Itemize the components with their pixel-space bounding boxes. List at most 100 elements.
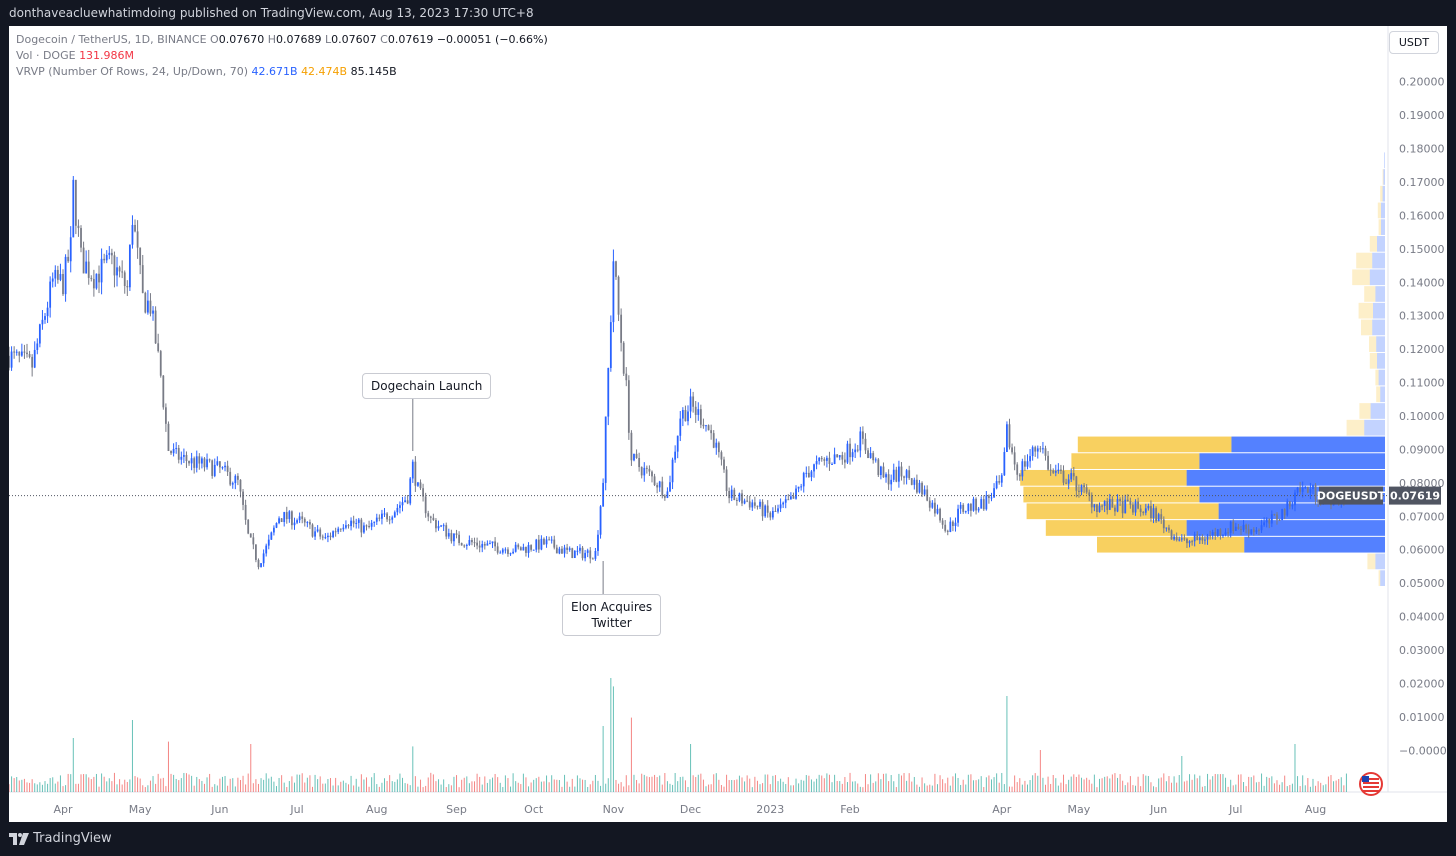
volume-bar [347,784,349,792]
candle-body [584,552,587,559]
candle-body [1250,529,1253,534]
candle-body [357,519,360,523]
volume-bar [126,781,128,792]
volume-bar [823,778,825,792]
candle-body [77,225,80,229]
candle-body [309,522,311,525]
candle-body [329,535,332,538]
volume-bar [674,773,676,792]
volume-bar [582,779,584,792]
candle-body [460,543,463,546]
candle-body [239,479,242,492]
volume-bar [551,775,553,792]
volume-bar [306,777,308,792]
volume-label[interactable]: Vol · DOGE [16,49,76,62]
candle-body [944,524,947,531]
volume-bar [1207,773,1209,792]
candle-body [1224,532,1227,535]
volume-bar [1137,776,1139,792]
candle-body [563,547,566,554]
volume-bar [49,778,51,792]
volume-bar [535,778,537,792]
volume-bar [474,781,476,792]
tradingview-brand: TradingView [33,831,112,846]
volume-bar [1024,780,1026,792]
volume-profile-down-bar [1367,553,1376,570]
currency-button[interactable]: USDT [1389,31,1439,54]
volume-bar [481,784,483,792]
candle-body [638,458,641,468]
volume-bar [947,777,949,792]
volume-bar [618,783,620,792]
volume-bar [255,779,257,792]
candle-body [890,479,893,485]
candle-body [535,539,538,550]
volume-bar [808,775,810,792]
candle-body [429,516,432,518]
volume-bar [1340,777,1342,792]
symbol-title[interactable]: Dogecoin / TetherUS, 1D, BINANCE [16,33,207,46]
candle-body [110,252,113,256]
volume-bar [1127,782,1129,792]
candle-body [10,351,13,368]
x-tick-label: Feb [840,803,859,816]
volume-bar [116,784,118,792]
candle-body [319,529,322,537]
candle-body [591,558,594,560]
candle-body [1276,514,1278,520]
candle-body [540,538,543,550]
candle-body [1152,508,1155,519]
volume-bar [1286,786,1288,792]
volume-bar [564,774,566,792]
volume-bar [484,776,486,792]
vrvp-label[interactable]: VRVP (Number Of Rows, 24, Up/Down, 70) [16,65,249,78]
x-tick-label: Aug [1305,803,1326,816]
volume-bar [1181,756,1183,792]
candle-body [504,549,507,551]
tradingview-logo[interactable]: TradingView [9,822,112,856]
candle-body [1075,476,1078,491]
candle-body [175,447,178,449]
volume-bar [846,782,848,792]
chart-canvas[interactable]: 0.20000 0.19000 0.18000 0.17000 0.16000 0.150… [9,26,1447,822]
volume-profile-up-bar [1381,219,1385,235]
volume-profile-up-bar [1186,469,1385,486]
volume-bar [247,773,249,792]
volume-profile-up-bar [1375,286,1385,302]
candle-body [113,255,116,276]
candle-body [51,278,54,282]
candle-body [440,525,442,527]
candle-body [615,261,617,277]
candle-body [1240,528,1242,530]
candle-body [859,431,862,451]
volume-bar [245,784,247,792]
volume-bar [597,780,599,792]
candle-body [167,423,170,451]
chart-frame[interactable]: 0.20000 0.19000 0.18000 0.17000 0.16000 0.150… [9,26,1447,822]
volume-bar [1225,777,1227,792]
candle-body [1288,501,1291,507]
candle-body [594,551,597,559]
candle-body [707,425,710,431]
candle-body [941,520,944,525]
candle-body [931,502,934,508]
candle-body [399,505,401,508]
volume-bar [1032,775,1034,792]
volume-bar [744,781,746,792]
candle-body [419,482,422,489]
volume-bar [319,776,321,792]
volume-bar [854,781,856,792]
annotation-elon-twitter[interactable]: Elon Acquires Twitter [562,594,662,636]
volume-bar [332,785,334,792]
volume-bar [1173,776,1175,792]
annotation-dogechain[interactable]: Dogechain Launch [362,373,492,399]
candle-body [653,476,656,486]
volume-bar [1232,785,1234,792]
volume-bar [448,784,450,792]
candle-body [568,548,571,550]
volume-bar [659,775,661,792]
candle-body [795,488,797,499]
candle-body [1211,532,1214,536]
candle-body [437,526,440,529]
candle-body [885,474,887,478]
